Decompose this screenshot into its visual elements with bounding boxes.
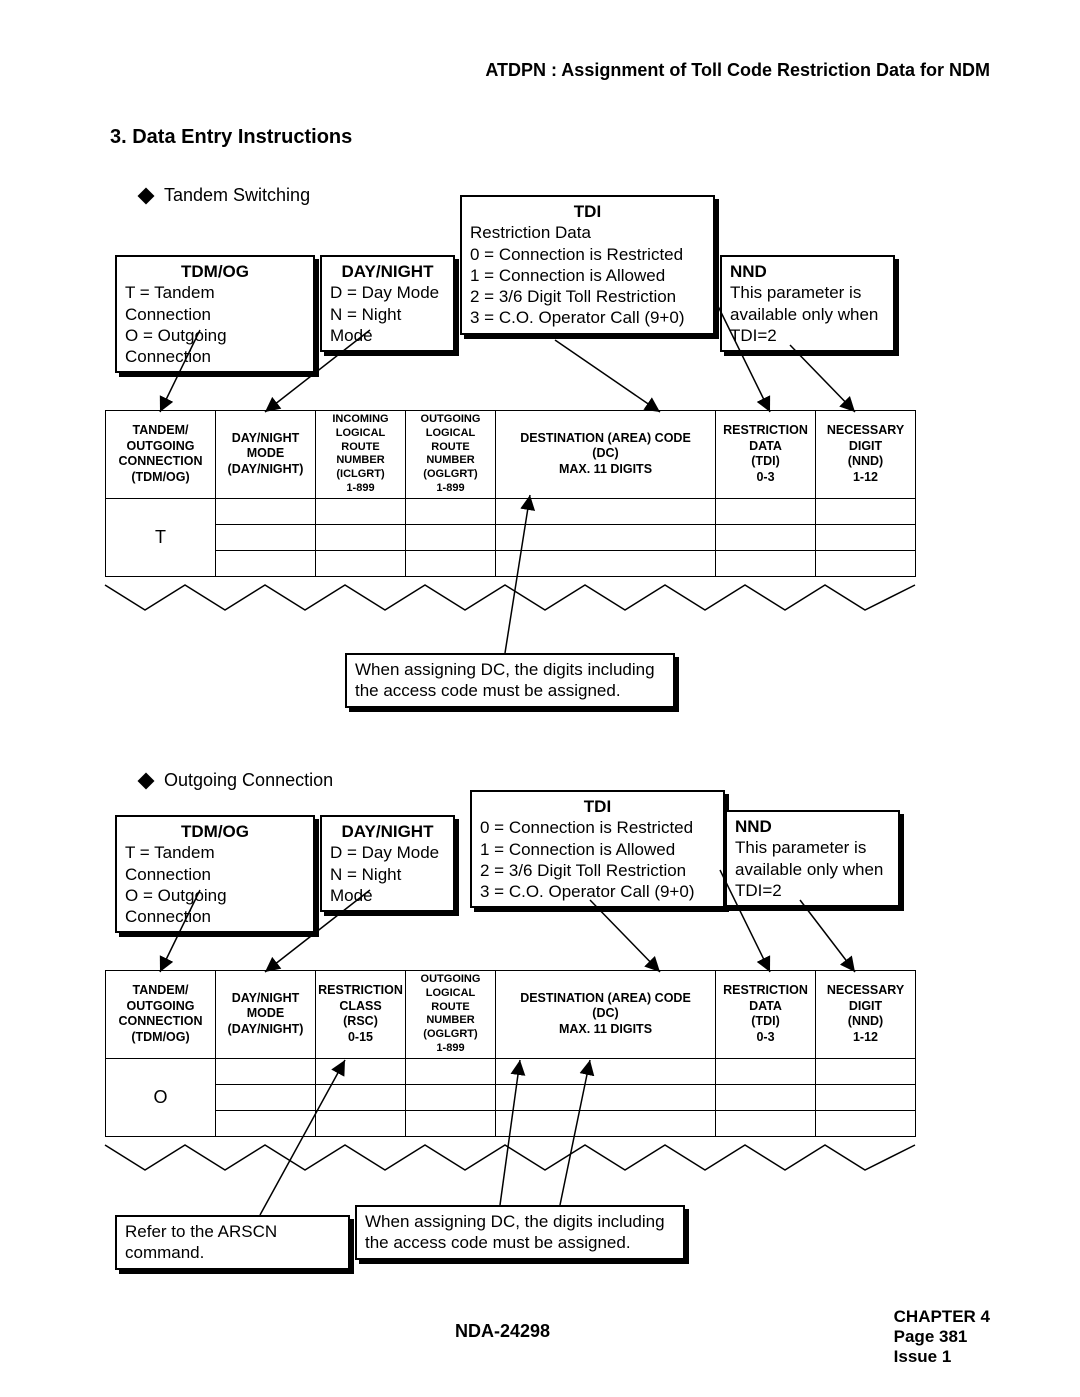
table-row <box>106 524 916 550</box>
col-rsc: RESTRICTIONCLASS(RSC)0-15 <box>316 971 406 1059</box>
col-oglgrt: OUTGOINGLOGICALROUTENUMBER(OGLGRT)1-899 <box>406 971 496 1059</box>
page-header: ATDPN : Assignment of Toll Code Restrict… <box>485 60 990 81</box>
col-nnd: NECESSARYDIGIT(NND)1-12 <box>816 971 916 1059</box>
diamond-bullet-icon <box>138 773 155 790</box>
col-dc: DESTINATION (AREA) CODE(DC)MAX. 11 DIGIT… <box>496 411 716 499</box>
footer-issue: Issue 1 <box>894 1347 990 1367</box>
sec2-callout-nnd: NND This parameter is available only whe… <box>725 810 900 907</box>
sec1-label: Tandem Switching <box>140 185 310 206</box>
col-tdi: RESTRICTIONDATA(TDI)0-3 <box>716 411 816 499</box>
table-header-row: TANDEM/OUTGOINGCONNECTION(TDM/OG) DAY/NI… <box>106 411 916 499</box>
diamond-bullet-icon <box>138 188 155 205</box>
sec2-callout-tdi: TDI 0 = Connection is Restricted 1 = Con… <box>470 790 725 908</box>
col-tdmog: TANDEM/OUTGOINGCONNECTION(TDM/OG) <box>106 971 216 1059</box>
col-oglgrt: OUTGOINGLOGICALROUTENUMBER(OGLGRT)1-899 <box>406 411 496 499</box>
sec1-callout-daynight: DAY/NIGHT D = Day Mode N = Night Mode <box>320 255 455 352</box>
sec2-callout-arscn: Refer to the ARSCN command. <box>115 1215 350 1270</box>
sec2-label: Outgoing Connection <box>140 770 333 791</box>
col-dc: DESTINATION (AREA) CODE(DC)MAX. 11 DIGIT… <box>496 971 716 1059</box>
table-row: O <box>106 1058 916 1084</box>
sec1-callout-dcnote: When assigning DC, the digits including … <box>345 653 675 708</box>
col-daynight: DAY/NIGHTMODE(DAY/NIGHT) <box>216 411 316 499</box>
col-daynight: DAY/NIGHTMODE(DAY/NIGHT) <box>216 971 316 1059</box>
sec2-callout-daynight: DAY/NIGHT D = Day Mode N = Night Mode <box>320 815 455 912</box>
footer-right: CHAPTER 4 Page 381 Issue 1 <box>894 1307 990 1367</box>
col-tdi: RESTRICTIONDATA(TDI)0-3 <box>716 971 816 1059</box>
sec1-callout-tdmog: TDM/OG T = Tandem Connection O = Outgoin… <box>115 255 315 373</box>
footer-doc: NDA-24298 <box>455 1321 550 1342</box>
sec2-table: TANDEM/OUTGOINGCONNECTION(TDM/OG) DAY/NI… <box>105 970 916 1137</box>
sec2-callout-tdmog: TDM/OG T = Tandem Connection O = Outgoin… <box>115 815 315 933</box>
table-row <box>106 1110 916 1136</box>
table-row <box>106 1084 916 1110</box>
sec1-callout-nnd: NND This parameter is available only whe… <box>720 255 895 352</box>
col-tdmog: TANDEM/OUTGOINGCONNECTION(TDM/OG) <box>106 411 216 499</box>
sec1-table: TANDEM/OUTGOINGCONNECTION(TDM/OG) DAY/NI… <box>105 410 916 577</box>
sec2-callout-dcnote: When assigning DC, the digits including … <box>355 1205 685 1260</box>
sec1-callout-tdi: TDI Restriction Data 0 = Connection is R… <box>460 195 715 335</box>
table-row <box>106 550 916 576</box>
col-iclgrt: INCOMINGLOGICALROUTENUMBER(ICLGRT)1-899 <box>316 411 406 499</box>
footer-page: Page 381 <box>894 1327 990 1347</box>
table-header-row: TANDEM/OUTGOINGCONNECTION(TDM/OG) DAY/NI… <box>106 971 916 1059</box>
section-title: 3. Data Entry Instructions <box>110 126 352 149</box>
col-nnd: NECESSARYDIGIT(NND)1-12 <box>816 411 916 499</box>
footer-chapter: CHAPTER 4 <box>894 1307 990 1327</box>
table-row: T <box>106 498 916 524</box>
